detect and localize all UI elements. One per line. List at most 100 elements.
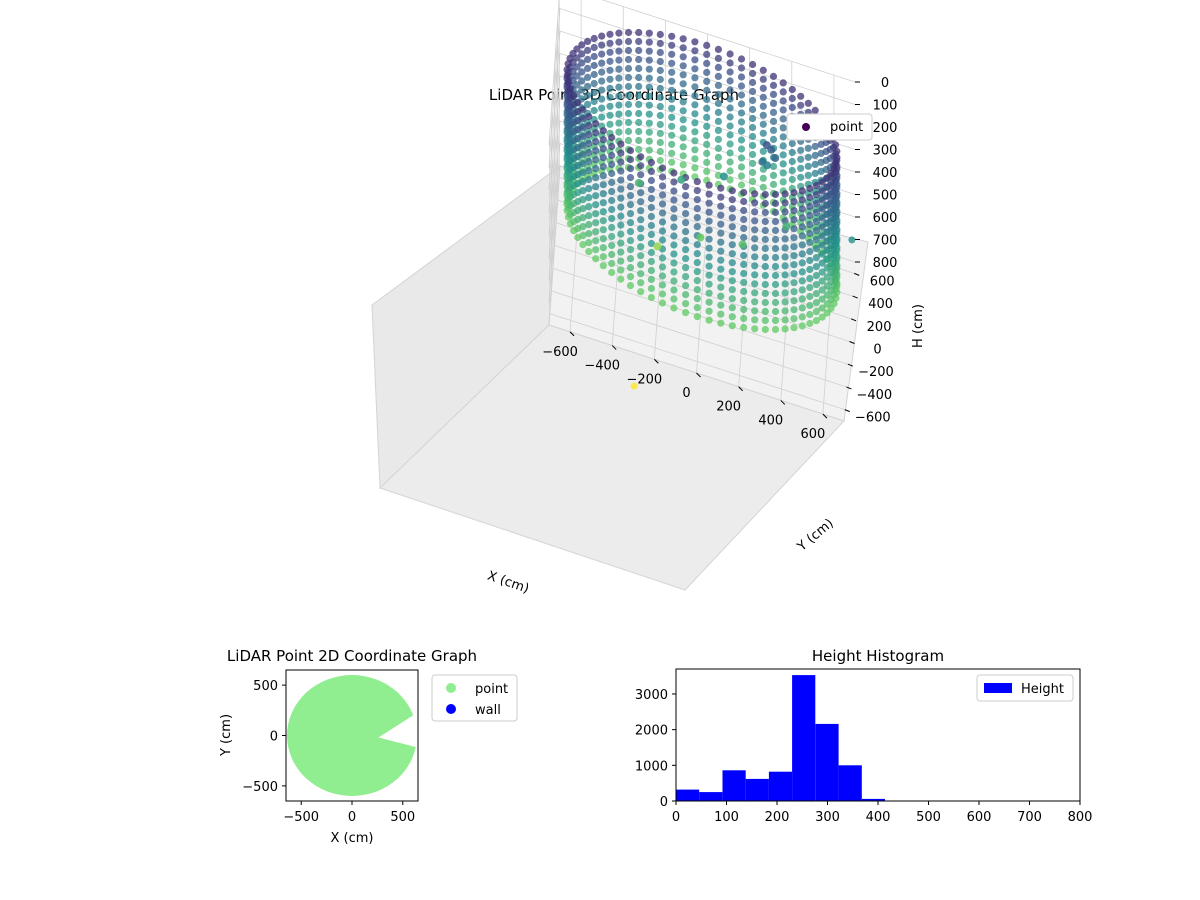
wall-point [637,252,645,260]
wall-point [617,239,625,247]
cluster-point [677,175,686,184]
wall-point [749,114,757,123]
x-tick-label: −400 [584,359,620,374]
region-group [287,675,418,796]
wall-point [728,277,736,285]
wall-point [812,182,821,190]
x-tick-label: 200 [765,810,790,825]
wall-point [626,237,635,245]
wall-point [818,214,826,222]
wall-point [771,271,780,280]
wall-point [606,102,614,110]
wall-point [617,275,625,283]
wall-point [635,37,643,46]
wall-point [761,235,769,244]
y-tick-mark [844,409,850,413]
wall-point [670,178,678,186]
wall-point [717,211,725,219]
wall-point [585,113,593,121]
wall-point [740,269,748,278]
wall-point [705,280,713,288]
wall-point [759,147,767,155]
wall-point [670,196,678,204]
wall-point [579,124,587,132]
wall-point [759,102,767,110]
wall-point [691,56,699,64]
wall-point [759,75,767,83]
wall-point [608,205,616,214]
wall-point [806,211,814,220]
wall-point [670,304,678,312]
wall-point [797,146,805,154]
wall-point [823,246,831,254]
wall-point [781,271,789,279]
legend-label-point: point [475,682,508,697]
wall-point [626,174,635,182]
wall-point [647,203,656,212]
wall-point [691,137,699,145]
wall-point [658,218,667,226]
wall-point [608,169,616,178]
wall-point [771,262,780,271]
histogram-ticks: 0 100 200 300 400 500 600 700 800 0 1000 2000 3000 [635,688,1093,825]
wall-point [637,234,645,242]
wall-point [566,54,574,63]
wall-point [798,241,806,249]
wall-point [615,101,623,109]
wall-point [740,197,748,206]
wall-point [714,81,723,89]
wall-point [608,223,616,232]
wall-point [584,91,592,99]
wall-point [818,295,826,303]
wall-point [624,46,633,55]
wall-point [682,246,690,254]
wall-point [645,128,653,136]
wall-point [598,59,606,67]
wall-point [726,95,734,103]
wall-point [693,178,701,186]
wall-point [761,190,769,199]
z-tick-label: 100 [873,99,898,114]
x-tick-label: 800 [1068,810,1093,825]
wall-point [668,113,676,121]
wall-point [751,307,759,315]
wall-point [635,118,643,127]
wall-point [751,217,759,225]
wall-point [624,127,633,136]
wall-point [788,148,796,157]
wall-point [656,75,664,84]
wall-point [832,141,840,149]
wall-point [599,136,607,144]
wall-point [658,227,667,235]
wall-point [761,226,769,235]
wall-point [670,241,678,249]
wall-point [635,91,643,100]
wall-point [823,273,831,281]
wall-point [737,64,746,72]
wall-point [705,307,713,315]
x-tick-label: 0 [682,386,690,401]
cluster-point [771,154,780,162]
wall-point [779,79,787,87]
wall-point [626,246,635,254]
wall-point [769,72,778,80]
wall-point [726,122,734,130]
wall-point [769,126,778,134]
wall-point [693,259,701,267]
wall-point [647,248,656,257]
y-tick-label: −200 [858,365,894,380]
pane-floor [379,324,845,591]
wall-point [598,95,606,103]
wall-point [584,46,592,55]
wall-point [608,250,616,259]
wall-point [705,235,713,243]
wall-point [585,176,593,184]
wall-point [751,208,759,216]
wall-point [656,111,664,120]
cluster-point [738,240,747,249]
wall-point [599,253,607,261]
wall-point [626,255,635,263]
y-tick-mark [850,318,857,322]
wall-point [679,53,687,61]
wall-point [705,253,713,261]
